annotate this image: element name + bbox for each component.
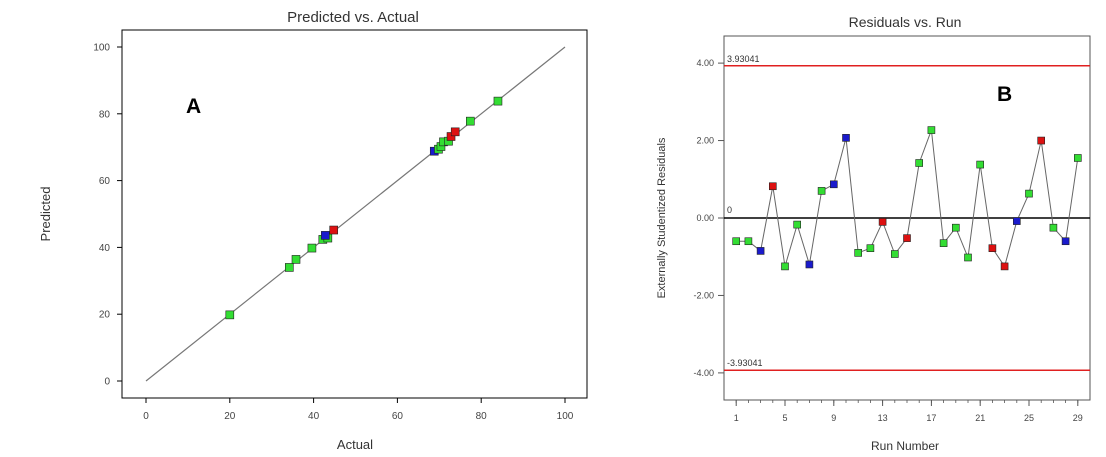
chart-a-point: [450, 127, 460, 137]
chart-b-x-tick-label: 17: [926, 413, 936, 423]
chart-b-point: [1025, 189, 1033, 198]
chart-a-x-tick-label: 100: [557, 411, 574, 422]
chart-b-series-line: [736, 129, 1079, 268]
chart-a-x-tick-label: 60: [392, 411, 404, 422]
chart-a-plot-frame: [121, 29, 588, 399]
chart-a-y-tick-label: 40: [99, 243, 111, 254]
chart-a-point: [329, 225, 339, 235]
chart-b-point: [890, 250, 899, 258]
chart-b-point: [1037, 136, 1045, 145]
chart-a-point: [466, 116, 475, 126]
chart-b-point: [939, 239, 948, 247]
chart-b-point: [878, 218, 887, 226]
chart-a-x-tick-label: 0: [143, 411, 149, 422]
chart-b-point: [866, 244, 875, 253]
chart-b-point: [854, 249, 863, 257]
chart-b-lower-limit-label: -3.93041: [727, 358, 763, 368]
chart-a-y-tick-label: 80: [99, 109, 111, 120]
chart-b-x-label: Run Number: [871, 439, 939, 453]
chart-b-x-tick-label: 13: [878, 413, 888, 423]
chart-b-point: [988, 244, 997, 253]
chart-a-point: [307, 243, 317, 253]
chart-b-point: [817, 187, 826, 195]
chart-b-point: [756, 247, 765, 255]
chart-b-x-axis: 1 5 9 13 17 21 25 29: [734, 400, 1083, 423]
chart-a-y-tick-label: 60: [99, 176, 111, 187]
chart-a-point: [493, 96, 503, 106]
chart-b-x-tick-label: 21: [975, 413, 985, 423]
chart-a-point: [291, 255, 301, 264]
chart-b-x-tick-label: 25: [1024, 413, 1034, 423]
chart-b-point: [842, 134, 850, 142]
chart-a-title: Predicted vs. Actual: [287, 9, 419, 26]
chart-a-points: [225, 96, 503, 320]
chart-a-y-tick-label: 0: [104, 377, 110, 388]
chart-a-x-tick-label: 80: [476, 411, 488, 422]
chart-a-y-label: Predicted: [38, 187, 53, 242]
chart-b-y-tick-label: 4.00: [696, 58, 714, 68]
chart-b-point: [964, 253, 972, 262]
chart-b-point: [915, 159, 924, 167]
chart-a-x-label: Actual: [337, 437, 373, 452]
chart-a-y-axis: 0 20 40 60 80 100: [93, 43, 122, 388]
chart-a: Predicted vs. Actual 0 20 40 60 80 100 0 20 40 6…: [38, 9, 588, 452]
chart-a-y-tick-label: 20: [99, 310, 111, 321]
chart-b-point: [768, 182, 777, 191]
chart-b-points: [732, 126, 1082, 271]
chart-b-point: [927, 126, 936, 134]
chart-b-point: [829, 180, 838, 189]
chart-b-point: [976, 160, 985, 169]
chart-a-point: [225, 310, 235, 320]
chart-a-point: [321, 231, 330, 240]
chart-b-panel-label: B: [997, 83, 1012, 106]
chart-b-point: [744, 237, 753, 246]
chart-b-y-axis: 4.00 2.00 0.00 -2.00 -4.00: [693, 58, 724, 378]
chart-b-point: [732, 237, 741, 246]
chart-a-x-tick-label: 40: [308, 411, 320, 422]
chart-b-x-tick-label: 9: [831, 413, 836, 423]
chart-a-point: [284, 263, 294, 272]
chart-b-title: Residuals vs. Run: [849, 14, 962, 30]
chart-b-point: [793, 220, 802, 229]
chart-b-y-label: Externally Studentized Residuals: [656, 137, 668, 298]
chart-a-x-axis: 0 20 40 60 80 100: [143, 398, 574, 422]
chart-b-x-tick-label: 1: [734, 413, 739, 423]
chart-b-y-tick-label: 2.00: [696, 136, 714, 146]
chart-a-panel-label: A: [186, 95, 201, 118]
chart-b-x-tick-label: 5: [782, 413, 787, 423]
chart-b-y-tick-label: -4.00: [693, 368, 714, 378]
chart-b-point: [1012, 217, 1021, 225]
chart-b-point: [1061, 237, 1070, 246]
chart-b: Residuals vs. Run 1 5 9 13 17 21 25 29 4.00 2.00…: [656, 14, 1091, 453]
chart-b-upper-limit-label: 3.93041: [727, 54, 760, 64]
chart-b-point: [951, 223, 960, 232]
chart-b-point: [903, 234, 911, 242]
chart-b-y-tick-label: 0.00: [696, 213, 714, 223]
chart-b-point: [1049, 223, 1058, 232]
chart-b-zero-label: 0: [727, 205, 732, 215]
chart-b-point: [781, 262, 789, 271]
chart-b-point: [805, 260, 814, 269]
chart-b-point: [1074, 154, 1082, 162]
chart-a-y-tick-label: 100: [93, 43, 110, 54]
chart-b-x-tick-label: 29: [1073, 413, 1083, 423]
chart-a-x-tick-label: 20: [224, 411, 236, 422]
chart-b-point: [1000, 262, 1009, 271]
chart-b-y-tick-label: -2.00: [693, 290, 714, 300]
